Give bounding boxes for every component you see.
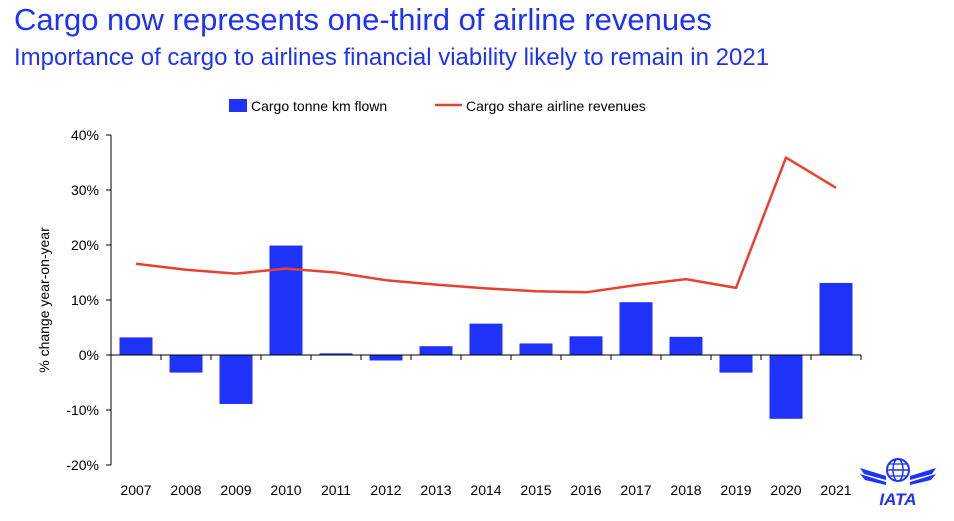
bar (719, 355, 753, 373)
wings-icon (860, 468, 936, 485)
bar (369, 355, 403, 361)
y-tick-label: 20% (71, 237, 99, 253)
plot-area: -20% -10% 0% 10% 20% 30% 40% 2007 2008 2009 2010 20… (66, 127, 862, 498)
iata-logo: IATA (860, 458, 936, 509)
legend: Cargo tonne km flown Cargo share airline… (229, 98, 646, 114)
x-tick-label: 2007 (120, 482, 151, 498)
bar (319, 353, 353, 355)
bar (119, 337, 153, 355)
chart-title: Cargo now represents one-third of airlin… (14, 2, 712, 37)
legend-label-bar: Cargo tonne km flown (251, 98, 387, 114)
bar (619, 302, 653, 355)
bar (819, 282, 853, 355)
legend-swatch-bar (229, 99, 247, 112)
x-tick-label: 2011 (321, 482, 351, 498)
y-axis-label: % change year-on-year (36, 227, 52, 373)
chart-subtitle: Importance of cargo to airlines financia… (14, 44, 770, 71)
x-tick-label: 2008 (170, 482, 201, 498)
bar (669, 336, 703, 355)
logo-text: IATA (879, 490, 916, 509)
bar (569, 336, 603, 355)
y-tick-label: -10% (66, 402, 99, 418)
legend-label-line: Cargo share airline revenues (466, 98, 646, 114)
bar (169, 355, 203, 373)
x-tick-label: 2012 (370, 482, 401, 498)
x-tick-label: 2018 (670, 482, 701, 498)
x-tick-label: 2010 (270, 482, 301, 498)
series-line (135, 156, 837, 294)
y-tick-label: 30% (71, 182, 99, 198)
x-tick-label: 2017 (620, 482, 651, 498)
x-tick-label: 2014 (470, 482, 501, 498)
bar (769, 355, 803, 419)
x-tick-label: 2015 (520, 482, 551, 498)
bar (269, 245, 303, 355)
bar (219, 355, 253, 404)
bar (419, 346, 453, 355)
x-tick-label: 2020 (770, 482, 801, 498)
x-tick-label: 2019 (720, 482, 751, 498)
globe-icon (886, 458, 910, 482)
y-tick-label: -20% (66, 457, 99, 473)
x-tick-label: 2016 (570, 482, 601, 498)
y-tick-label: 40% (71, 127, 99, 143)
bar (469, 323, 503, 355)
y-tick-label: 0% (79, 347, 99, 363)
x-tick-label: 2021 (820, 482, 851, 498)
x-tick-label: 2013 (420, 482, 451, 498)
x-tick-label: 2009 (220, 482, 251, 498)
bar (519, 343, 553, 355)
y-tick-label: 10% (71, 292, 99, 308)
